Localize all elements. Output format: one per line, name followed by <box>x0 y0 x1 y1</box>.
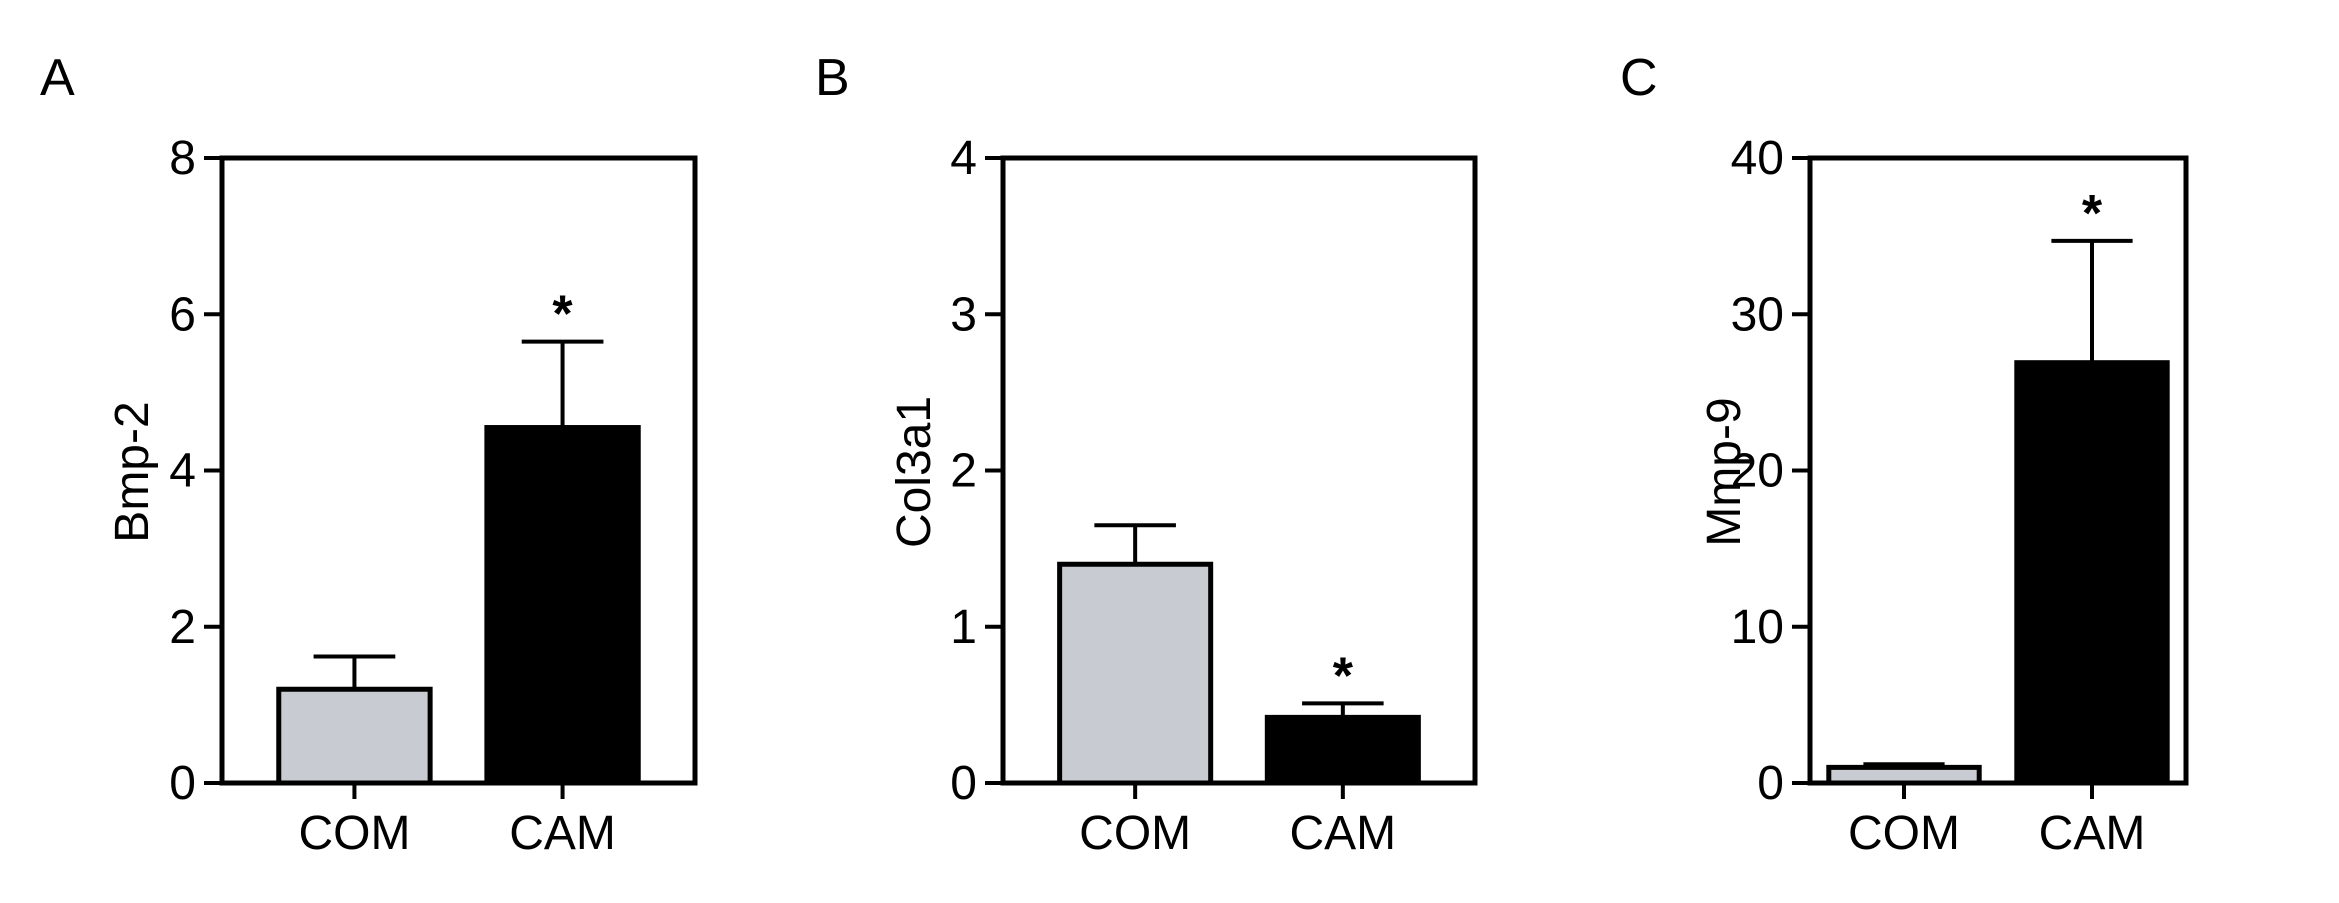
plot-frame <box>1000 155 1478 786</box>
panel-a: A Bmp-2 0 2 4 6 8 COM CAM * <box>40 49 698 860</box>
y-tick-label: 4 <box>169 445 196 498</box>
y-tick-label: 3 <box>950 288 977 341</box>
y-tick-label: 0 <box>169 757 196 810</box>
y-tick-label: 2 <box>169 601 196 654</box>
x-tick-label: COM <box>1848 807 1960 860</box>
bar <box>1264 714 1421 786</box>
significance-marker: * <box>552 286 573 344</box>
significance-marker: * <box>1333 647 1354 705</box>
y-tick-label: 0 <box>1757 757 1784 810</box>
plot-frame <box>219 155 698 786</box>
panel-letter: A <box>40 49 75 107</box>
x-tick-label: COM <box>298 807 410 860</box>
panel-letter: C <box>1620 49 1658 107</box>
y-tick-label: 40 <box>1731 132 1784 185</box>
y-tick-label: 30 <box>1731 288 1784 341</box>
significance-marker: * <box>2082 185 2103 243</box>
bar <box>2014 360 2170 786</box>
y-axis-label: Bmp-2 <box>106 401 159 542</box>
y-tick-label: 1 <box>950 601 977 654</box>
x-tick-label: CAM <box>509 807 616 860</box>
plot-area: 0 1 2 3 4 COM CAM * <box>950 132 1478 860</box>
y-tick-label: 4 <box>950 132 977 185</box>
panel-c: C Mmp-9 0 10 20 30 40 COM CAM * <box>1620 49 2189 860</box>
plot-frame <box>1807 155 2189 786</box>
bar <box>276 686 433 786</box>
x-tick-label: CAM <box>2039 807 2146 860</box>
x-tick-label: COM <box>1079 807 1191 860</box>
y-tick-label: 20 <box>1731 445 1784 498</box>
y-tick-label: 10 <box>1731 601 1784 654</box>
y-tick-label: 2 <box>950 445 977 498</box>
y-tick-label: 8 <box>169 132 196 185</box>
y-axis-label: Mmp-9 <box>1698 397 1751 546</box>
bar <box>1057 561 1214 786</box>
panel-b: B Col3a1 0 1 2 3 4 COM CAM * <box>815 49 1478 860</box>
panel-letter: B <box>815 49 850 107</box>
x-tick-label: CAM <box>1290 807 1397 860</box>
plot-area: 0 2 4 6 8 COM CAM * <box>169 132 698 860</box>
y-tick-label: 6 <box>169 288 196 341</box>
y-axis-label: Col3a1 <box>888 396 941 548</box>
bar <box>484 425 641 786</box>
y-tick-label: 0 <box>950 757 977 810</box>
plot-area: 0 10 20 30 40 COM CAM * <box>1731 132 2189 860</box>
